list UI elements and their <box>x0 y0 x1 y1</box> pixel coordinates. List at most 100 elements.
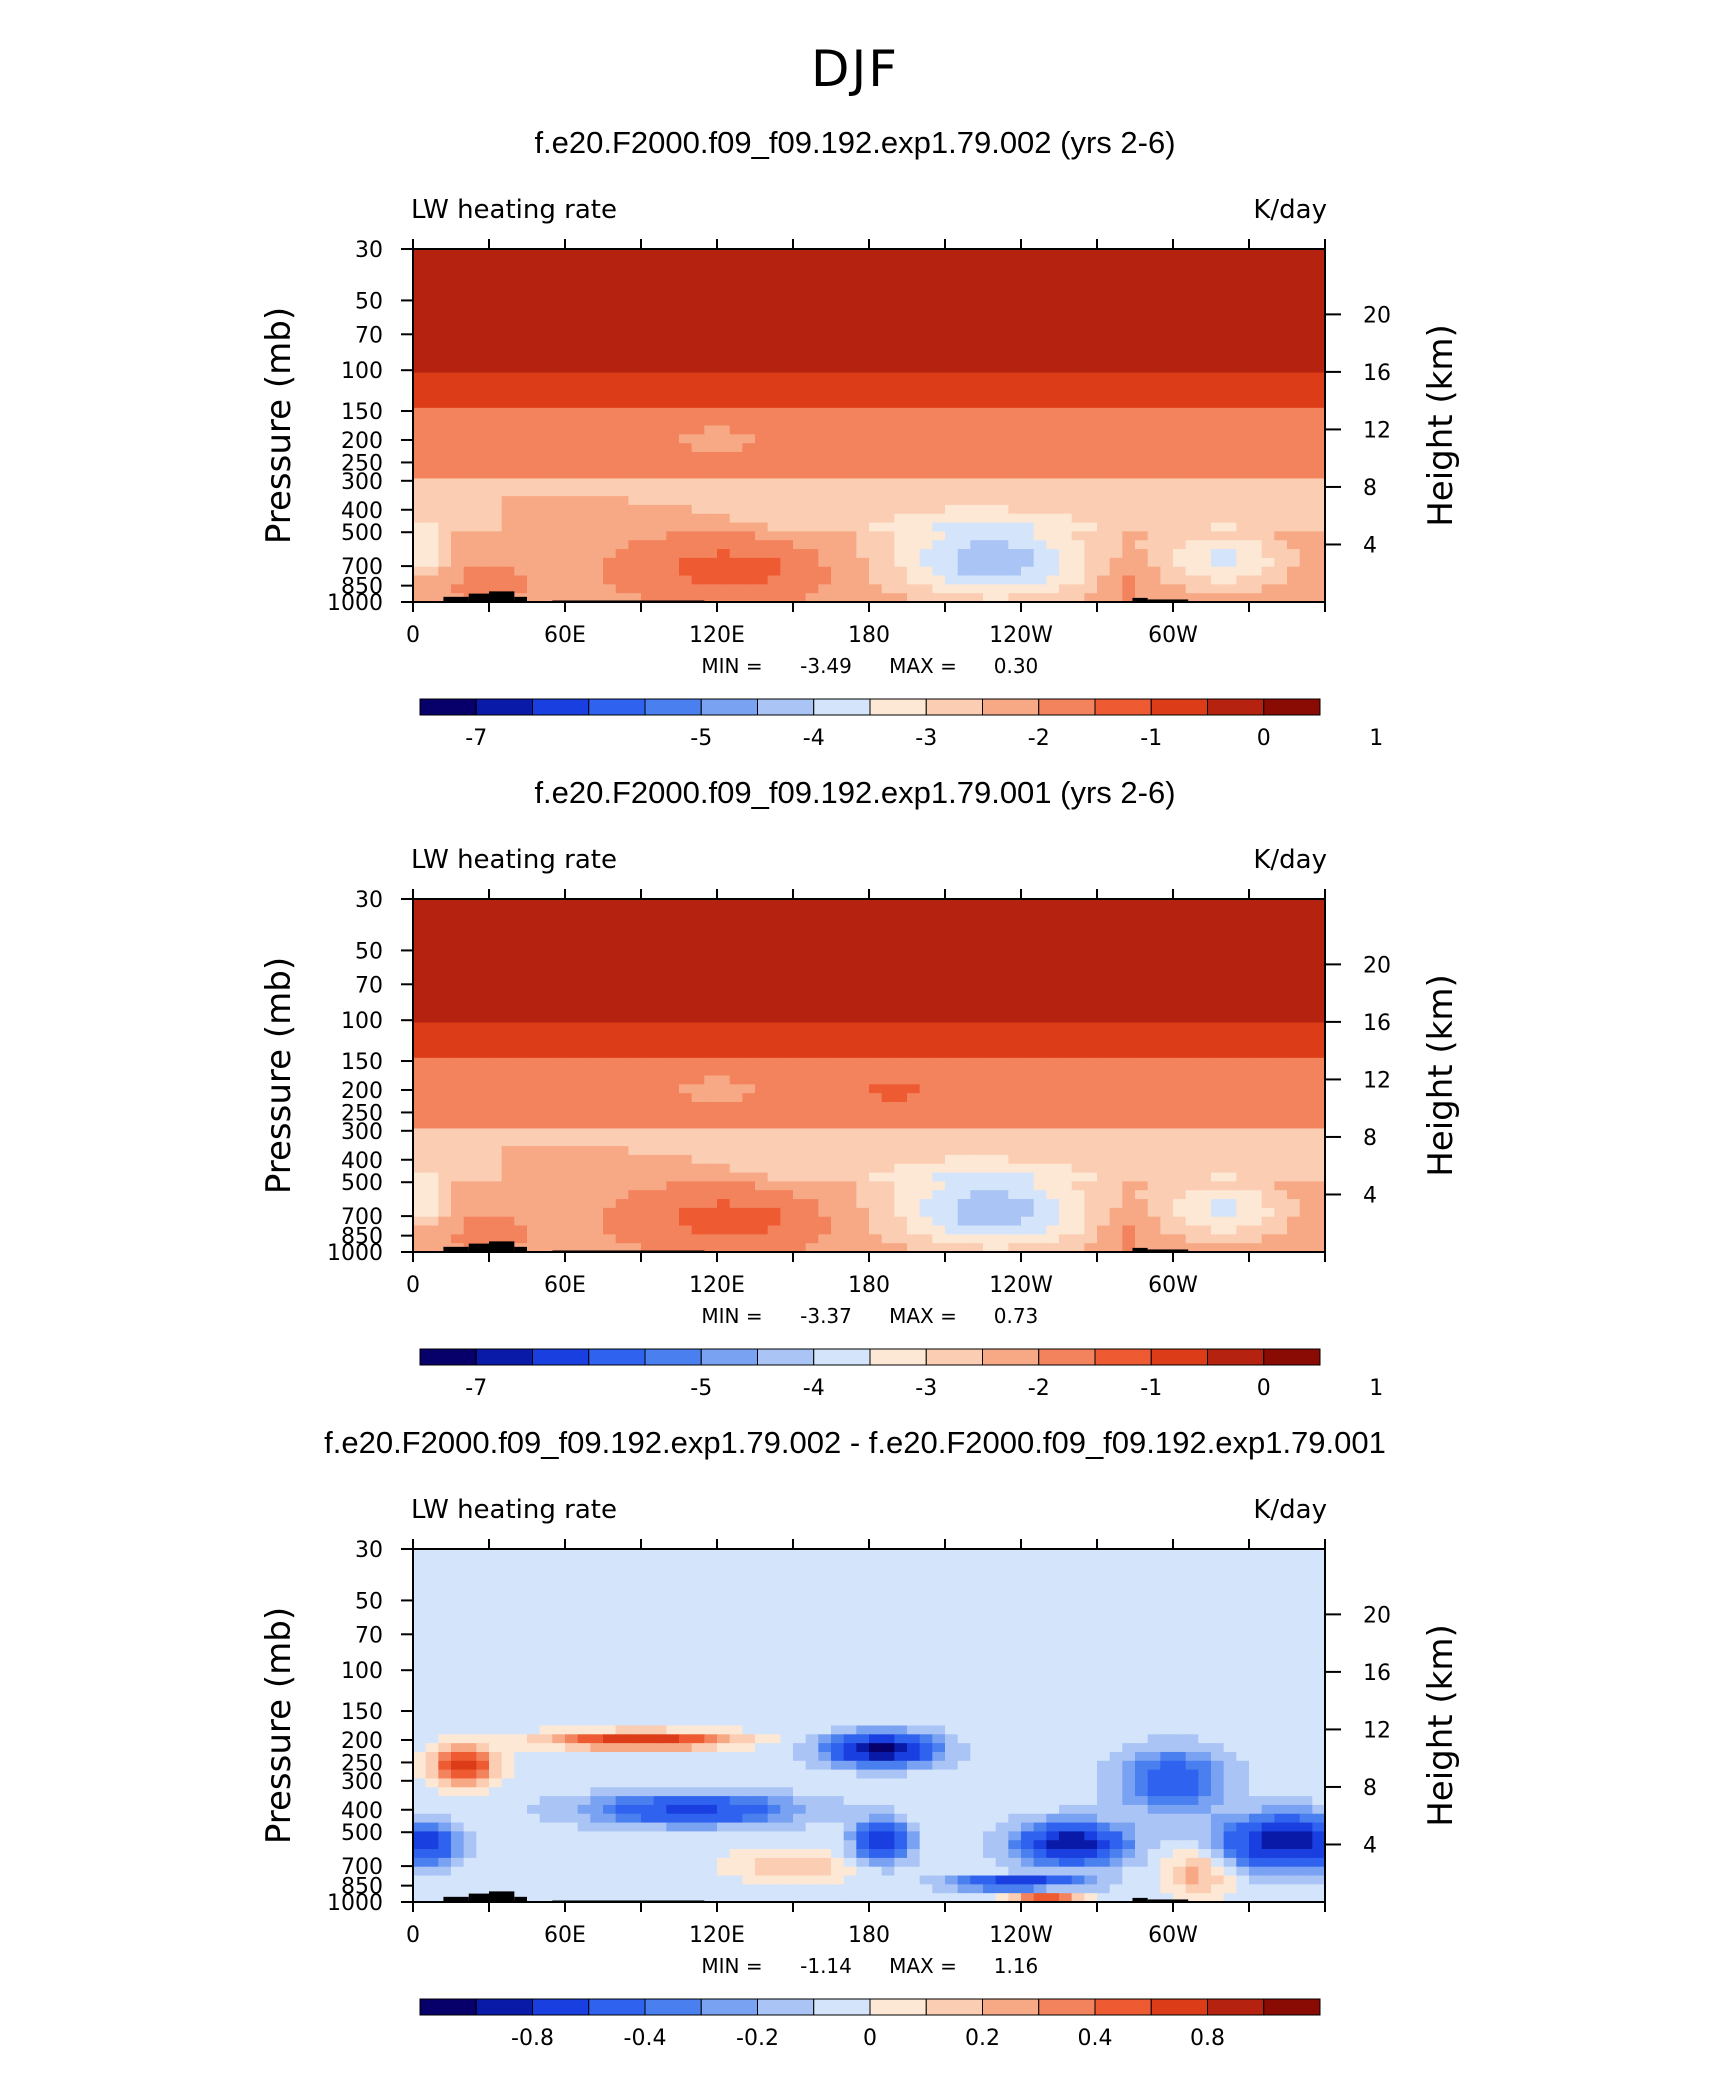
field-cell <box>578 1102 591 1111</box>
field-cell <box>590 364 603 373</box>
field-cell <box>1097 408 1110 417</box>
field-cell <box>983 1023 996 1032</box>
field-cell <box>818 320 831 329</box>
field-cell <box>1021 978 1034 987</box>
field-cell <box>527 576 540 585</box>
field-cell <box>489 478 502 487</box>
field-cell <box>793 970 806 979</box>
field-cell <box>831 311 844 320</box>
field-cell <box>958 470 971 479</box>
field-cell <box>666 1084 679 1093</box>
field-cell <box>413 426 426 435</box>
field-cell <box>1312 461 1325 470</box>
field-cell <box>1008 943 1021 952</box>
x-tick-label: 0 <box>406 623 420 648</box>
field-cell <box>552 434 565 443</box>
field-cell <box>1160 496 1173 505</box>
field-cell <box>616 364 629 373</box>
field-cell <box>1312 1120 1325 1129</box>
field-cell <box>1008 1040 1021 1049</box>
field-cell <box>1059 514 1072 523</box>
field-cell <box>844 364 857 373</box>
field-cell <box>666 267 679 276</box>
field-cell <box>970 1067 983 1076</box>
field-cell <box>983 408 996 417</box>
field-cell <box>578 987 591 996</box>
field-cell <box>856 320 869 329</box>
field-cell <box>1274 426 1287 435</box>
field-cell <box>679 1128 692 1137</box>
field-cell <box>742 1058 755 1067</box>
field-cell <box>590 258 603 267</box>
field-cell <box>920 390 933 399</box>
field-cell <box>603 576 616 585</box>
field-cell <box>654 1093 667 1102</box>
field-cell <box>818 961 831 970</box>
field-cell <box>628 970 641 979</box>
field-cell <box>755 943 768 952</box>
field-cell <box>806 1058 819 1067</box>
field-cell <box>1312 496 1325 505</box>
field-cell <box>856 1128 869 1137</box>
field-cell <box>806 952 819 961</box>
field-cell <box>616 346 629 355</box>
field-cell <box>1236 390 1249 399</box>
field-cell <box>717 373 730 382</box>
field-cell <box>578 1040 591 1049</box>
field-cell <box>1059 258 1072 267</box>
field-cell <box>1059 567 1072 576</box>
field-cell <box>882 443 895 452</box>
field-cell <box>616 523 629 532</box>
field-cell <box>426 443 439 452</box>
field-cell <box>1186 496 1199 505</box>
field-cell <box>603 531 616 540</box>
field-cell <box>426 346 439 355</box>
field-cell <box>1262 996 1275 1005</box>
field-cell <box>464 267 477 276</box>
field-cell <box>438 417 451 426</box>
field-cell <box>1186 249 1199 258</box>
field-cell <box>970 558 983 567</box>
field-cell <box>1034 558 1047 567</box>
field-cell <box>1008 558 1021 567</box>
field-cell <box>1059 267 1072 276</box>
field-cell <box>413 373 426 382</box>
colorbar-swatch <box>476 699 532 715</box>
field-cell <box>806 373 819 382</box>
field-cell <box>1046 1031 1059 1040</box>
field-cell <box>730 311 743 320</box>
field-cell <box>1186 934 1199 943</box>
field-cell <box>1046 531 1059 540</box>
field-cell <box>654 267 667 276</box>
field-cell <box>704 952 717 961</box>
field-cell <box>1122 899 1135 908</box>
field-cell <box>983 1005 996 1014</box>
field-cell <box>704 925 717 934</box>
field-cell <box>1224 1067 1237 1076</box>
field-cell <box>1236 540 1249 549</box>
field-cell <box>1312 373 1325 382</box>
field-cell <box>856 1137 869 1146</box>
field-cell <box>1046 1128 1059 1137</box>
field-cell <box>1084 567 1097 576</box>
field-cell <box>780 514 793 523</box>
field-cell <box>590 908 603 917</box>
field-cell <box>793 381 806 390</box>
field-cell <box>932 1049 945 1058</box>
field-cell <box>983 961 996 970</box>
field-cell <box>894 1111 907 1120</box>
field-cell <box>869 1049 882 1058</box>
field-cell <box>945 328 958 337</box>
field-cell <box>1186 434 1199 443</box>
field-cell <box>1122 496 1135 505</box>
field-cell <box>514 373 527 382</box>
field-cell <box>1224 558 1237 567</box>
field-cell <box>945 934 958 943</box>
field-cell <box>1224 943 1237 952</box>
field-cell <box>552 1058 565 1067</box>
field-cell <box>426 426 439 435</box>
field-cell <box>1135 961 1148 970</box>
field-cell <box>666 505 679 514</box>
field-cell <box>628 461 641 470</box>
field-cell <box>844 496 857 505</box>
